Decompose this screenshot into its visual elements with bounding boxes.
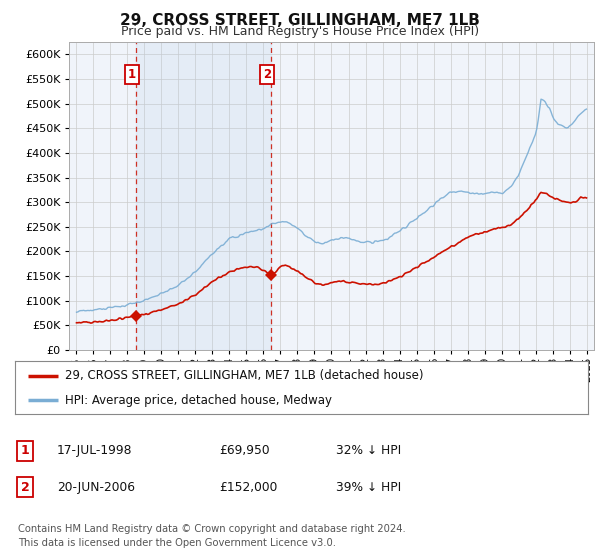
Text: 17-JUL-1998: 17-JUL-1998 bbox=[57, 444, 133, 458]
Text: HPI: Average price, detached house, Medway: HPI: Average price, detached house, Medw… bbox=[65, 394, 332, 407]
Text: 32% ↓ HPI: 32% ↓ HPI bbox=[336, 444, 401, 458]
Text: 1: 1 bbox=[21, 444, 29, 458]
Text: 2: 2 bbox=[263, 68, 271, 81]
Text: 29, CROSS STREET, GILLINGHAM, ME7 1LB: 29, CROSS STREET, GILLINGHAM, ME7 1LB bbox=[120, 13, 480, 28]
Text: 1: 1 bbox=[128, 68, 136, 81]
Bar bbox=[136, 42, 271, 350]
Text: £152,000: £152,000 bbox=[219, 480, 277, 494]
Text: £69,950: £69,950 bbox=[219, 444, 269, 458]
Text: 29, CROSS STREET, GILLINGHAM, ME7 1LB (detached house): 29, CROSS STREET, GILLINGHAM, ME7 1LB (d… bbox=[65, 369, 424, 382]
Text: Price paid vs. HM Land Registry's House Price Index (HPI): Price paid vs. HM Land Registry's House … bbox=[121, 25, 479, 38]
Text: 20-JUN-2006: 20-JUN-2006 bbox=[57, 480, 135, 494]
Text: 2: 2 bbox=[21, 480, 29, 494]
Text: 39% ↓ HPI: 39% ↓ HPI bbox=[336, 480, 401, 494]
Text: Contains HM Land Registry data © Crown copyright and database right 2024.
This d: Contains HM Land Registry data © Crown c… bbox=[18, 524, 406, 548]
